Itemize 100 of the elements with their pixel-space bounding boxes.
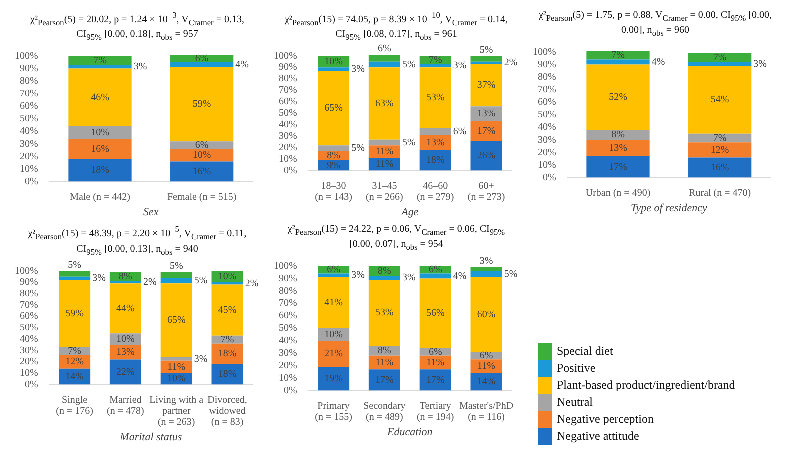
- data-label: 60%: [477, 310, 496, 321]
- y-tick-label: 90%: [278, 62, 298, 74]
- chart-title: χ²$_{Pearson}$(5) = 1.75, p = 0.88, V$_{Cramer}$ = 0.00, CI$_{95%}$ [0.00, 0.00], n$_{obs}$ = 960: [538, 10, 772, 38]
- data-label: 3%: [134, 62, 148, 73]
- bar: [68, 160, 132, 182]
- x-tick-label: Single (n = 176): [56, 394, 94, 417]
- y-tick-label: 80%: [538, 72, 556, 83]
- x-tick-label: Married (n = 478): [107, 394, 144, 417]
- data-label: 5%: [402, 138, 416, 149]
- y-tick-label: 50%: [278, 108, 298, 120]
- y-tick-label: 70%: [538, 84, 556, 96]
- y-tick-label: 80%: [278, 286, 298, 298]
- bar: [68, 65, 132, 70]
- data-label: 8%: [327, 150, 340, 162]
- y-tick-label: 30%: [278, 131, 298, 142]
- bar: [170, 62, 234, 68]
- data-label: 10%: [91, 128, 110, 139]
- data-label: 5%: [170, 260, 184, 272]
- data-label: 10%: [192, 150, 212, 162]
- bar: [368, 276, 400, 280]
- x-axis-title: Education: [386, 426, 434, 439]
- bar: [110, 359, 142, 384]
- data-label: 22%: [116, 366, 135, 378]
- data-label: 8%: [378, 266, 392, 278]
- bar: [68, 69, 132, 127]
- chart-title: χ²$_{Pearson}$(15) = 24.22, p = 0.06, V$_{Cramer}$ = 0.06, CI$_{95%}$ [0.00, 0.07], n$_{obs}$ = 954: [288, 224, 506, 252]
- bar: [59, 280, 91, 347]
- data-label: 53%: [376, 308, 394, 319]
- y-tick-label: 70%: [20, 300, 38, 311]
- y-tick-label: 40%: [20, 334, 38, 345]
- data-label: 6%: [480, 350, 494, 362]
- data-label: 16%: [710, 162, 730, 174]
- bar: [586, 130, 650, 140]
- y-tick-label: 20%: [538, 147, 556, 158]
- x-tick-label: Primary (n = 155): [315, 401, 352, 424]
- data-label: 37%: [477, 80, 496, 92]
- x-tick-label: Living with a partner (n = 263): [150, 394, 204, 428]
- bar: [470, 141, 502, 172]
- data-label: 10%: [324, 56, 343, 68]
- data-label: 65%: [167, 314, 186, 326]
- data-label: 6%: [453, 126, 467, 138]
- data-label: 10%: [324, 330, 343, 341]
- data-label: 10%: [218, 271, 237, 282]
- x-tick-label: Male (n = 442): [70, 192, 130, 204]
- y-tick-label: 80%: [20, 76, 38, 88]
- y-tick-label: 10%: [278, 154, 298, 166]
- data-label: 53%: [426, 92, 445, 104]
- y-tick-label: 90%: [20, 64, 38, 75]
- data-label: 6%: [428, 347, 442, 358]
- bar: [420, 68, 452, 129]
- x-axis-title: Sex: [144, 206, 159, 219]
- legend-label: Plant-based product/ingredient/brand: [557, 376, 736, 394]
- data-label: 7%: [220, 334, 234, 346]
- y-tick-label: 0%: [284, 166, 298, 177]
- bar: [368, 55, 400, 62]
- data-label: 54%: [710, 94, 730, 106]
- data-label: 45%: [218, 304, 237, 316]
- bar: [318, 146, 350, 152]
- data-label: 4%: [453, 271, 467, 282]
- data-label: 9%: [327, 160, 340, 172]
- y-tick-label: 60%: [538, 97, 556, 108]
- y-tick-label: 50%: [20, 322, 38, 334]
- y-tick-label: 90%: [278, 274, 298, 285]
- x-tick-label: Rural (n = 470): [689, 188, 752, 199]
- data-label: 2%: [143, 276, 157, 288]
- data-label: 11%: [376, 159, 394, 170]
- bar: [470, 268, 502, 272]
- bar: [160, 272, 192, 278]
- data-label: 3%: [194, 354, 208, 365]
- data-label: 14%: [66, 371, 84, 382]
- y-tick-label: 20%: [20, 152, 38, 163]
- data-label: 17%: [609, 162, 628, 173]
- data-label: 56%: [426, 308, 445, 320]
- data-label: 65%: [324, 103, 343, 114]
- y-tick-label: 30%: [278, 348, 298, 360]
- bar: [318, 71, 350, 146]
- y-tick-label: 70%: [278, 298, 298, 310]
- data-label: 5%: [352, 143, 365, 154]
- bar: [688, 62, 752, 66]
- bar: [160, 357, 192, 361]
- data-label: 3%: [402, 273, 416, 284]
- data-label: 14%: [477, 377, 496, 388]
- y-tick-label: 80%: [278, 74, 298, 86]
- data-label: 18%: [218, 348, 237, 360]
- data-label: 7%: [94, 56, 107, 67]
- bar: [368, 140, 400, 146]
- data-label: 11%: [426, 358, 445, 369]
- y-tick-label: 100%: [274, 51, 298, 62]
- data-label: 59%: [66, 308, 84, 320]
- data-label: 11%: [168, 361, 186, 372]
- bar: [59, 270, 91, 276]
- bar: [68, 139, 132, 160]
- data-label: 5%: [194, 275, 208, 286]
- bar: [586, 51, 650, 60]
- y-tick-label: 40%: [278, 336, 298, 347]
- bar: [318, 341, 350, 368]
- bar: [318, 278, 350, 329]
- y-tick-label: 60%: [278, 311, 298, 322]
- data-label: 6%: [195, 54, 209, 65]
- y-tick-label: 60%: [20, 310, 38, 322]
